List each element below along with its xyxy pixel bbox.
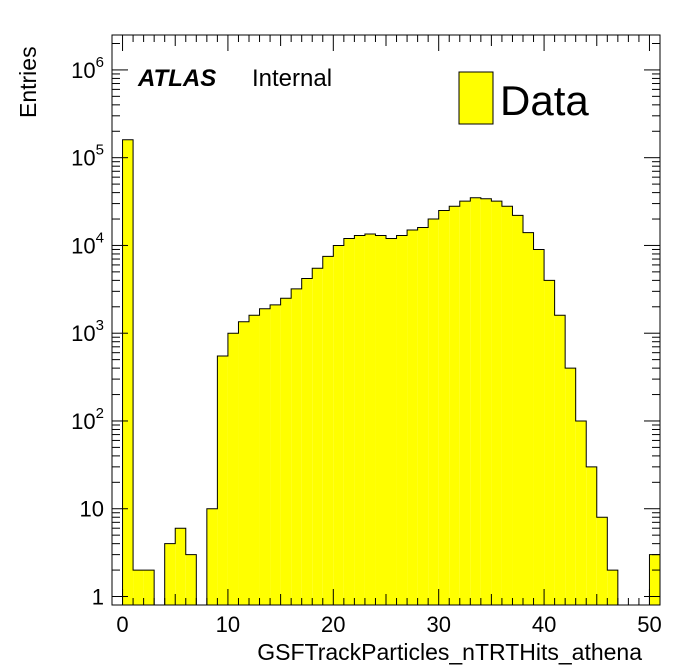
- histogram-outline: [122, 139, 661, 605]
- y-axis-title: Entries: [15, 46, 41, 118]
- y-tick-label: 105: [71, 142, 104, 171]
- histogram-bar: [122, 139, 134, 605]
- histogram-bar: [259, 308, 271, 605]
- histogram-bar: [133, 570, 144, 605]
- y-tick-label: 10: [80, 497, 104, 522]
- x-tick-label: 10: [216, 612, 240, 637]
- histogram-bar: [480, 198, 492, 606]
- atlas-label: ATLAS: [137, 65, 216, 92]
- histogram-bar: [459, 201, 471, 606]
- histogram-bar: [375, 235, 386, 605]
- y-tick-label: 106: [71, 54, 104, 83]
- histogram-bar: [280, 298, 292, 605]
- histogram-bar: [575, 420, 587, 605]
- plot-frame: [111, 34, 661, 606]
- histogram-bar: [533, 249, 545, 605]
- histogram-bar: [291, 288, 302, 605]
- histogram-bar: [206, 508, 218, 605]
- legend-swatch: [458, 71, 494, 125]
- histogram-bar: [544, 280, 555, 605]
- x-tick-label: 40: [532, 612, 556, 637]
- x-tick-label: 50: [637, 612, 661, 637]
- x-tick-label: 30: [426, 612, 450, 637]
- histogram-bar: [164, 543, 176, 605]
- histogram-bar: [417, 227, 429, 605]
- histogram-bar: [501, 206, 513, 605]
- histogram-bar: [428, 219, 439, 605]
- histogram-bar: [512, 215, 523, 605]
- y-tick-label: 102: [71, 405, 104, 434]
- y-tick-label: 104: [71, 229, 104, 258]
- legend-label: Data: [500, 77, 589, 124]
- histogram-bar: [649, 554, 660, 605]
- histogram-bar: [143, 570, 155, 605]
- histogram-bar: [185, 554, 197, 605]
- histogram-bar: [354, 235, 365, 605]
- histogram-bar: [449, 206, 460, 605]
- x-tick-label: 20: [321, 612, 345, 637]
- histogram-bar: [596, 517, 608, 605]
- histogram-bar: [364, 234, 376, 605]
- internal-label: Internal: [252, 65, 332, 92]
- x-tick-label: 0: [116, 612, 128, 637]
- histogram-bar: [565, 368, 576, 605]
- histogram-bar: [175, 528, 186, 605]
- histogram-bar: [238, 321, 249, 605]
- histogram-bar: [227, 333, 239, 605]
- histogram-bar: [312, 268, 323, 605]
- histogram-bar: [386, 238, 397, 605]
- y-tick-label: 103: [71, 317, 104, 346]
- histogram-bar: [322, 256, 334, 605]
- histogram-bar: [249, 315, 260, 605]
- histogram-bar: [396, 235, 408, 605]
- histogram-bar: [343, 238, 355, 605]
- histogram-bar: [586, 466, 597, 605]
- histogram-bar: [438, 210, 450, 605]
- histogram-bar: [333, 245, 344, 605]
- axis-ticks: [111, 35, 661, 605]
- tick-labels: 0 10 20 30 40 50 1 10 102 103 104 105 106: [71, 54, 662, 637]
- y-tick-label: 1: [92, 585, 104, 610]
- histogram-bar: [470, 197, 481, 605]
- histogram-bar: [491, 201, 502, 606]
- histogram-bar: [301, 278, 313, 605]
- histogram-bar: [607, 570, 618, 605]
- histogram-bar: [270, 304, 281, 605]
- x-axis-title: GSFTrackParticles_nTRTHits_athena: [257, 639, 642, 665]
- histogram-bars: [122, 139, 661, 606]
- histogram-bar: [554, 315, 566, 605]
- histogram-bar: [407, 229, 418, 606]
- histogram-bar: [217, 356, 228, 605]
- histogram-bar: [523, 232, 534, 605]
